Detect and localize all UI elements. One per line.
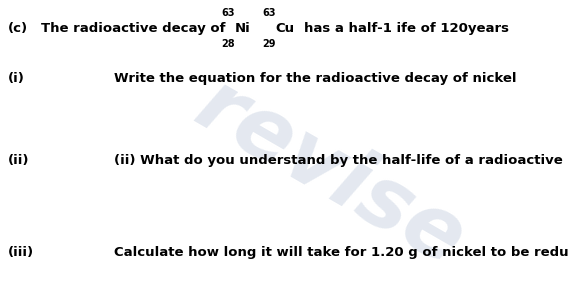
Text: revise: revise bbox=[181, 64, 478, 281]
Text: Cu: Cu bbox=[275, 22, 295, 35]
Text: (ii) What do you understand by the half-life of a radioactive isotope?: (ii) What do you understand by the half-… bbox=[114, 154, 568, 167]
Text: has a half-1 ife of 120years: has a half-1 ife of 120years bbox=[304, 22, 509, 35]
Text: Ni: Ni bbox=[235, 22, 250, 35]
Text: 63: 63 bbox=[262, 8, 276, 18]
Text: (ii): (ii) bbox=[7, 154, 29, 167]
Text: (iii): (iii) bbox=[7, 246, 34, 259]
Text: Write the equation for the radioactive decay of nickel: Write the equation for the radioactive d… bbox=[114, 72, 516, 85]
Text: Calculate how long it will take for 1.20 g of nickel to be reduced to 0.15 g: Calculate how long it will take for 1.20… bbox=[114, 246, 568, 259]
Text: The radioactive decay of: The radioactive decay of bbox=[41, 22, 225, 35]
Text: 29: 29 bbox=[262, 38, 276, 49]
Text: (i): (i) bbox=[7, 72, 24, 85]
Text: 63: 63 bbox=[222, 8, 235, 18]
Text: (c): (c) bbox=[7, 22, 27, 35]
Text: 28: 28 bbox=[222, 38, 235, 49]
